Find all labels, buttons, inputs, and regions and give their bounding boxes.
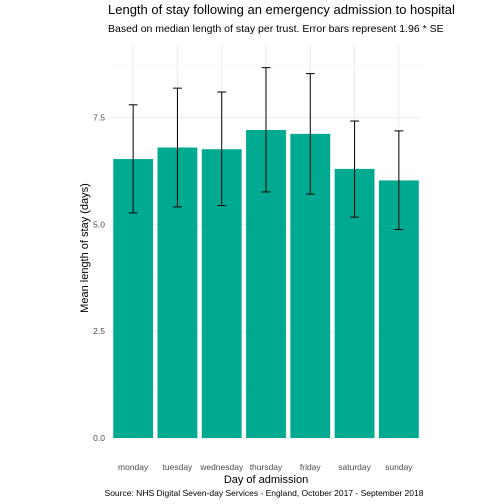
x-axis-ticks: monday tuesday wednesday thursday friday satu… (118, 462, 413, 472)
x-tick-label: wednesday (199, 462, 244, 472)
chart-subtitle: Based on median length of stay per trust… (108, 23, 444, 35)
chart-title: Length of stay following an emergency ad… (108, 2, 455, 17)
errorbar-sunday (394, 130, 404, 231)
x-tick-label: friday (300, 462, 322, 472)
x-tick-label: thursday (250, 462, 283, 472)
y-tick-label: 2.5 (93, 326, 105, 336)
y-tick-label: 0.0 (93, 433, 105, 443)
errorbar-friday (305, 73, 315, 195)
errorbar-saturday (350, 120, 359, 218)
bars (113, 130, 419, 439)
y-tick-label: 7.5 (93, 113, 105, 123)
errorbar-wednesday (217, 91, 227, 207)
x-tick-label: tuesday (163, 462, 194, 472)
y-axis-title: Mean length of stay (days) (79, 183, 91, 313)
chart-caption: Source: NHS Digital Seven-day Services -… (105, 488, 424, 498)
x-tick-label: saturday (338, 462, 371, 472)
x-tick-label: sunday (385, 462, 413, 472)
x-axis-title: Day of admission (224, 474, 308, 486)
error-bars (128, 67, 404, 231)
y-tick-label: 5.0 (93, 219, 105, 229)
errorbar-tuesday (173, 87, 182, 208)
errorbar-thursday (261, 67, 271, 193)
errorbar-monday (128, 104, 138, 214)
x-tick-label: monday (118, 462, 149, 472)
y-axis-ticks: 0.0 2.5 5.0 7.5 (93, 113, 105, 443)
